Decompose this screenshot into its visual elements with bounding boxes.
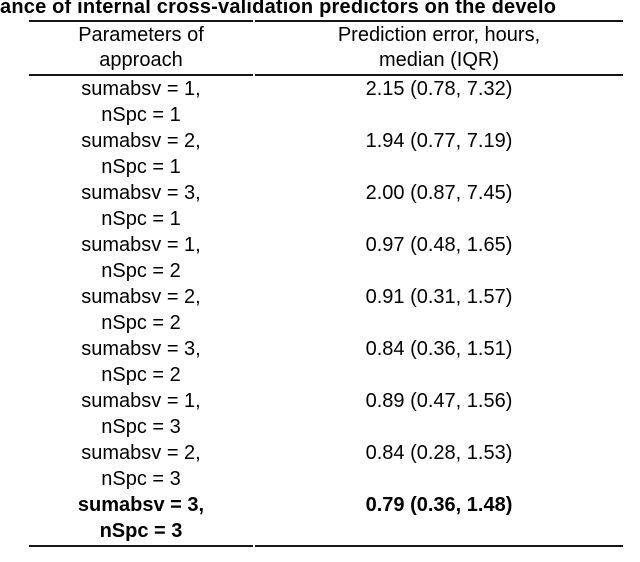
param-line: nSpc = 3 — [99, 520, 183, 542]
param-line: sumabsv = 3, — [81, 338, 201, 360]
value-cell: 2.00 (0.87, 7.45) — [365, 182, 513, 204]
table-header: Parameters of approach Prediction error,… — [29, 20, 623, 76]
table-row: sumabsv = 2, nSpc = 1 1.94 (0.77, 7.19) — [29, 128, 623, 180]
results-table: Parameters of approach Prediction error,… — [27, 20, 625, 547]
param-line: nSpc = 3 — [101, 416, 181, 438]
value-cell: 0.79 (0.36, 1.48) — [255, 492, 623, 547]
param-cell: sumabsv = 3, nSpc = 1 — [29, 180, 253, 232]
param-line: sumabsv = 2, — [81, 130, 201, 152]
param-line: sumabsv = 1, — [81, 390, 201, 412]
table-body: sumabsv = 1, nSpc = 1 2.15 (0.78, 7.32) … — [29, 76, 623, 547]
column-header-parameters: Parameters of approach — [29, 20, 253, 76]
table-row: sumabsv = 2, nSpc = 2 0.91 (0.31, 1.57) — [29, 284, 623, 336]
column-header-prediction-error: Prediction error, hours, median (IQR) — [255, 20, 623, 76]
param-line: sumabsv = 1, — [81, 78, 201, 100]
param-cell: sumabsv = 1, nSpc = 2 — [29, 232, 253, 284]
param-line: sumabsv = 2, — [81, 442, 201, 464]
value-cell: 2.15 (0.78, 7.32) — [365, 78, 513, 100]
param-cell: sumabsv = 2, nSpc = 1 — [29, 128, 253, 180]
header-line: median (IQR) — [378, 49, 500, 71]
param-line: sumabsv = 3, — [81, 182, 201, 204]
param-line: nSpc = 2 — [101, 364, 181, 386]
param-cell: sumabsv = 1, nSpc = 1 — [29, 76, 253, 128]
table-row: sumabsv = 1, nSpc = 3 0.89 (0.47, 1.56) — [29, 388, 623, 440]
param-line: sumabsv = 2, — [81, 286, 201, 308]
param-line: nSpc = 3 — [101, 468, 181, 490]
header-line: Parameters of — [78, 24, 204, 46]
table-row: sumabsv = 3, nSpc = 2 0.84 (0.36, 1.51) — [29, 336, 623, 388]
table-row: sumabsv = 1, nSpc = 2 0.97 (0.48, 1.65) — [29, 232, 623, 284]
value-cell: 0.97 (0.48, 1.65) — [365, 234, 513, 256]
param-line: nSpc = 1 — [101, 104, 181, 126]
header-line: approach — [99, 49, 183, 71]
value-cell: 0.84 (0.36, 1.51) — [365, 338, 513, 360]
table-row: sumabsv = 1, nSpc = 1 2.15 (0.78, 7.32) — [29, 76, 623, 128]
value-cell: 0.89 (0.47, 1.56) — [365, 390, 513, 412]
value-cell: 1.94 (0.77, 7.19) — [365, 130, 513, 152]
value-cell: 0.91 (0.31, 1.57) — [365, 286, 513, 308]
param-line: nSpc = 2 — [101, 312, 181, 334]
param-cell: sumabsv = 1, nSpc = 3 — [29, 388, 253, 440]
param-line: nSpc = 2 — [101, 260, 181, 282]
table-title: ance of internal cross-validation predic… — [0, 0, 557, 18]
param-cell: sumabsv = 3, nSpc = 3 — [29, 492, 253, 547]
param-line: sumabsv = 3, — [77, 494, 205, 516]
table-row: sumabsv = 3, nSpc = 1 2.00 (0.87, 7.45) — [29, 180, 623, 232]
table-row: sumabsv = 2, nSpc = 3 0.84 (0.28, 1.53) — [29, 440, 623, 492]
table-row: sumabsv = 3, nSpc = 3 0.79 (0.36, 1.48) — [29, 492, 623, 547]
param-cell: sumabsv = 2, nSpc = 3 — [29, 440, 253, 492]
param-line: nSpc = 1 — [101, 156, 181, 178]
param-cell: sumabsv = 2, nSpc = 2 — [29, 284, 253, 336]
param-line: sumabsv = 1, — [81, 234, 201, 256]
param-line: nSpc = 1 — [101, 208, 181, 230]
param-cell: sumabsv = 3, nSpc = 2 — [29, 336, 253, 388]
value-cell: 0.84 (0.28, 1.53) — [365, 442, 513, 464]
header-line: Prediction error, hours, — [337, 24, 541, 46]
